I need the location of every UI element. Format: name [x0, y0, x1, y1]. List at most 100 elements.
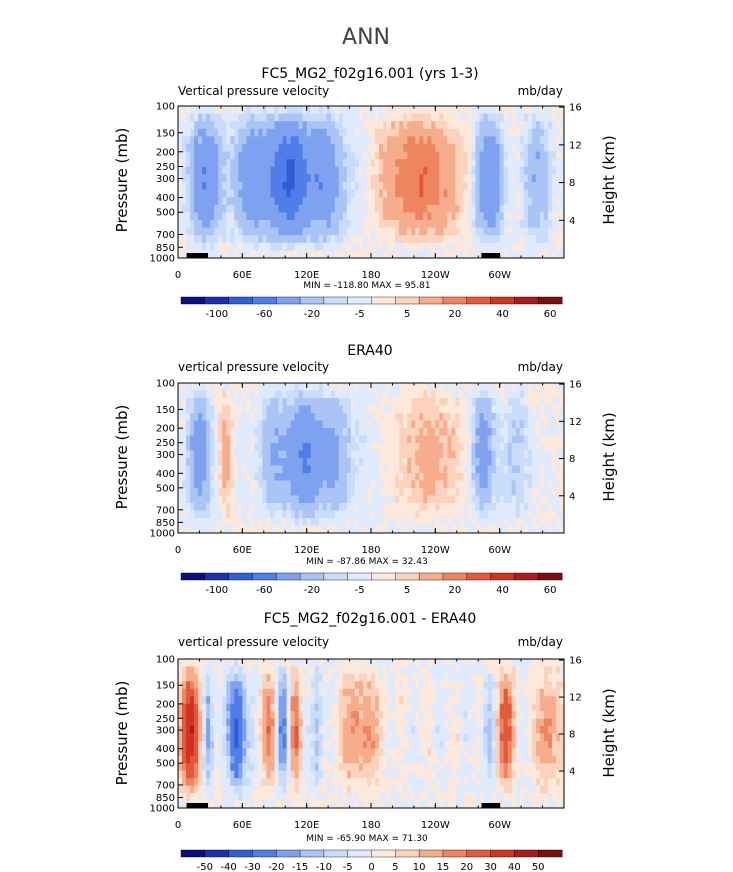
contour-cell — [495, 212, 501, 221]
contour-cell — [202, 189, 207, 198]
contour-cell — [371, 681, 376, 690]
contour-cell — [198, 673, 203, 682]
contour-cell — [459, 488, 465, 497]
contour-cell — [282, 413, 288, 422]
contour-cell — [451, 450, 457, 459]
contour-cell — [395, 488, 400, 497]
contour-cell — [391, 688, 396, 697]
contour-cell — [198, 182, 203, 191]
contour-cell — [218, 688, 223, 697]
contour-cell — [338, 113, 344, 122]
contour-cell — [354, 465, 360, 474]
contour-cell — [403, 220, 408, 229]
contour-cell — [435, 106, 440, 115]
contour-cell — [371, 383, 376, 392]
contour-cell — [399, 182, 404, 191]
contour-cell — [198, 405, 203, 414]
contour-cell — [439, 518, 444, 527]
contour-cell — [202, 398, 207, 407]
contour-cell — [427, 659, 432, 668]
contour-cell — [483, 703, 489, 712]
contour-cell — [519, 681, 525, 690]
contour-cell — [463, 204, 469, 213]
contour-cell — [559, 235, 564, 244]
contour-cell — [491, 151, 497, 160]
contour-cell — [491, 420, 497, 429]
contour-cell — [483, 220, 489, 229]
contour-cell — [523, 673, 529, 682]
contour-cell — [371, 121, 376, 130]
contour-cell — [238, 659, 243, 668]
contour-cell — [318, 390, 324, 399]
contour-cell — [507, 525, 513, 533]
contour-cell — [371, 212, 376, 221]
contour-cell — [258, 242, 264, 251]
contour-cell — [387, 383, 392, 392]
contour-cell — [354, 688, 360, 697]
contour-cell — [270, 681, 276, 690]
contour-cell — [222, 242, 227, 251]
contour-cell — [310, 413, 316, 422]
contour-cell — [314, 166, 320, 175]
contour-cell — [362, 688, 368, 697]
contour-cell — [491, 204, 497, 213]
contour-cell — [407, 212, 412, 221]
contour-cell — [419, 413, 424, 422]
contour-cell — [479, 420, 485, 429]
contour-cell — [451, 242, 457, 251]
contour-cell — [222, 220, 227, 229]
contour-cell — [334, 688, 340, 697]
contour-cell — [403, 174, 408, 183]
contour-cell — [330, 688, 336, 697]
contour-cell — [459, 212, 465, 221]
contour-cell — [447, 212, 453, 221]
contour-cell — [415, 458, 420, 467]
contour-cell — [415, 197, 420, 206]
contour-cell — [298, 383, 304, 392]
contour-cell — [202, 473, 207, 482]
contour-cell — [294, 390, 300, 399]
contour-cell — [318, 398, 324, 407]
contour-cell — [210, 673, 215, 682]
contour-cell — [294, 673, 300, 682]
contour-cell — [411, 383, 416, 392]
contour-cell — [358, 212, 364, 221]
contour-cell — [330, 659, 336, 668]
contour-cell — [350, 525, 356, 533]
contour-cell — [395, 525, 400, 533]
contour-cell — [198, 390, 203, 399]
contour-cell — [238, 405, 243, 414]
contour-cell — [258, 518, 264, 527]
contour-cell — [523, 235, 529, 244]
colorbar-swatch — [276, 296, 301, 305]
contour-cell — [515, 450, 521, 459]
contour-cell — [463, 495, 469, 504]
contour-cell — [214, 673, 219, 682]
y-tick-label: 850 — [156, 243, 175, 254]
contour-cell — [535, 458, 541, 467]
contour-cell — [439, 250, 444, 258]
contour-cell — [459, 204, 465, 213]
contour-cell — [206, 212, 211, 221]
contour-cell — [495, 681, 501, 690]
contour-cell — [415, 450, 420, 459]
contour-cell — [298, 106, 304, 115]
contour-cell — [543, 443, 549, 452]
contour-cell — [334, 113, 340, 122]
contour-cell — [218, 189, 223, 198]
contour-cell — [499, 681, 505, 690]
contour-cell — [407, 136, 412, 145]
contour-cell — [435, 227, 440, 236]
contour-cell — [555, 480, 561, 489]
contour-cell — [463, 242, 469, 251]
contour-cell — [559, 144, 564, 153]
contour-cell — [282, 235, 288, 244]
panel-title: FC5_MG2_f02g16.001 (yrs 1-3) — [261, 66, 478, 82]
contour-cell — [354, 503, 360, 512]
contour-cell — [338, 696, 344, 705]
contour-cell — [443, 250, 448, 258]
contour-cell — [531, 174, 537, 183]
contour-cell — [242, 420, 247, 429]
contour-cell — [230, 420, 235, 429]
contour-cell — [387, 405, 392, 414]
